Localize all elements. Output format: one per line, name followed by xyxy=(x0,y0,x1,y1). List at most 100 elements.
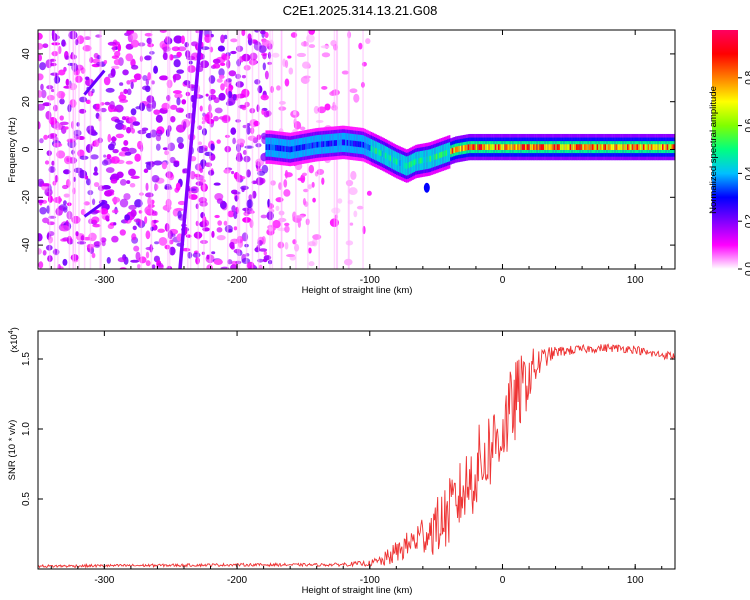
signal-core xyxy=(340,139,343,146)
snr-x-tick-label: -100 xyxy=(360,575,380,586)
spectrogram-cell xyxy=(246,123,251,127)
spectrogram-cell xyxy=(366,190,372,196)
signal-core xyxy=(364,142,366,149)
spectrogram-cell xyxy=(147,72,152,81)
spectrogram-cell xyxy=(129,182,136,188)
signal-core xyxy=(321,141,323,148)
signal-core xyxy=(335,140,338,146)
spectrogram-cell xyxy=(307,241,316,247)
signal-core xyxy=(325,140,328,147)
spectrogram-cell xyxy=(321,52,331,58)
spectrogram-cell xyxy=(308,261,315,267)
spectrogram-cell xyxy=(62,258,68,266)
spectrogram-cell xyxy=(51,42,61,46)
spectrogram-cell xyxy=(131,127,136,134)
signal-core xyxy=(499,144,502,150)
colorbar-label: Normalized spectral amplitude xyxy=(708,86,719,214)
signal-core xyxy=(394,158,397,164)
snr-x-ticks: -300 -200 -100 0 100 xyxy=(50,331,663,586)
signal-core xyxy=(467,144,470,151)
spectrogram-cell xyxy=(134,199,143,208)
spectrogram-cell xyxy=(64,126,69,130)
spectrogram-cell xyxy=(213,97,220,104)
spectrogram-cell xyxy=(209,88,216,95)
spectrogram-cell xyxy=(246,261,255,269)
spectrogram-cell xyxy=(40,83,44,91)
signal-core xyxy=(270,144,273,151)
spectrogram-cell xyxy=(301,172,308,177)
spectrogram-cell xyxy=(254,79,261,85)
spectrogram-cell xyxy=(61,39,66,47)
spectrogram-cell xyxy=(159,30,167,33)
spectrogram-cell xyxy=(249,52,258,61)
spectrogram-cell xyxy=(113,59,121,66)
spectrogram-cell xyxy=(126,180,131,184)
signal-core xyxy=(404,162,406,169)
colorbar-tick-label: 0.0 xyxy=(744,262,750,276)
spectrogram-cell xyxy=(105,87,115,93)
signal-core xyxy=(372,146,374,153)
spectrogram-cell xyxy=(214,107,223,114)
signal-core xyxy=(298,144,301,151)
spectrogram-cell xyxy=(155,134,162,142)
signal-core xyxy=(475,144,478,150)
signal-core xyxy=(512,144,515,150)
spectrogram-cell xyxy=(284,242,289,250)
spectrogram-cell xyxy=(133,73,142,81)
spectrogram-cell xyxy=(123,88,128,95)
signal-core xyxy=(569,144,572,150)
spectrogram-cell xyxy=(110,141,117,147)
signal-core xyxy=(290,146,293,153)
spectrogram-cell xyxy=(123,139,129,146)
signal-core xyxy=(537,144,540,150)
signal-core xyxy=(397,159,400,166)
signal-core xyxy=(426,156,429,163)
spectrogram-cell xyxy=(91,252,96,259)
signal-core xyxy=(351,140,354,147)
signal-core xyxy=(577,144,580,150)
spectrogram-cell xyxy=(151,264,156,269)
signal-core xyxy=(405,163,408,169)
snr-y-tick-label: 1.5 xyxy=(21,352,32,366)
signal-core xyxy=(302,144,304,151)
signal-core xyxy=(445,150,448,156)
spectrogram-cell xyxy=(91,88,95,94)
signal-core xyxy=(341,139,344,146)
spectrogram-cell xyxy=(156,130,161,134)
spectrogram-cell xyxy=(155,114,163,123)
spectrogram-diagonal xyxy=(178,30,203,269)
spectrogram-cell xyxy=(179,109,184,113)
spectrogram-cell xyxy=(273,220,279,227)
spectrogram-cell xyxy=(105,167,115,173)
spectrogram-cell xyxy=(187,188,197,192)
signal-core xyxy=(435,153,438,160)
signal-core xyxy=(389,155,392,162)
signal-core xyxy=(421,157,424,164)
signal-core xyxy=(617,144,620,150)
signal-core xyxy=(440,151,443,158)
spectrogram-cell xyxy=(218,68,225,77)
spectrogram-cell xyxy=(227,91,233,99)
spectrogram-cell xyxy=(130,39,140,48)
signal-core xyxy=(292,146,295,152)
spectrogram-cell xyxy=(231,260,238,266)
spectrogram-cell xyxy=(204,162,213,168)
spectrogram-cell xyxy=(176,69,185,74)
spectrogram-cell xyxy=(143,168,149,173)
colorbar-tick-label: 0.2 xyxy=(744,214,750,228)
spectrogram-cell xyxy=(145,192,154,198)
spectrogram-cell xyxy=(103,76,111,86)
spectrogram-cell xyxy=(132,121,141,126)
signal-core xyxy=(368,145,371,151)
signal-core xyxy=(657,144,660,150)
signal-core xyxy=(650,144,653,150)
spectrogram-cell xyxy=(296,52,307,58)
spectrogram-cell xyxy=(111,197,121,203)
spectrogram-cell xyxy=(129,122,134,130)
signal-core xyxy=(591,144,594,150)
spectrogram-cell xyxy=(177,210,182,219)
spectrogram-cell xyxy=(271,52,280,58)
signal-core xyxy=(483,144,486,150)
snr-x-tick-label: 100 xyxy=(627,575,644,586)
signal-core xyxy=(598,144,601,150)
